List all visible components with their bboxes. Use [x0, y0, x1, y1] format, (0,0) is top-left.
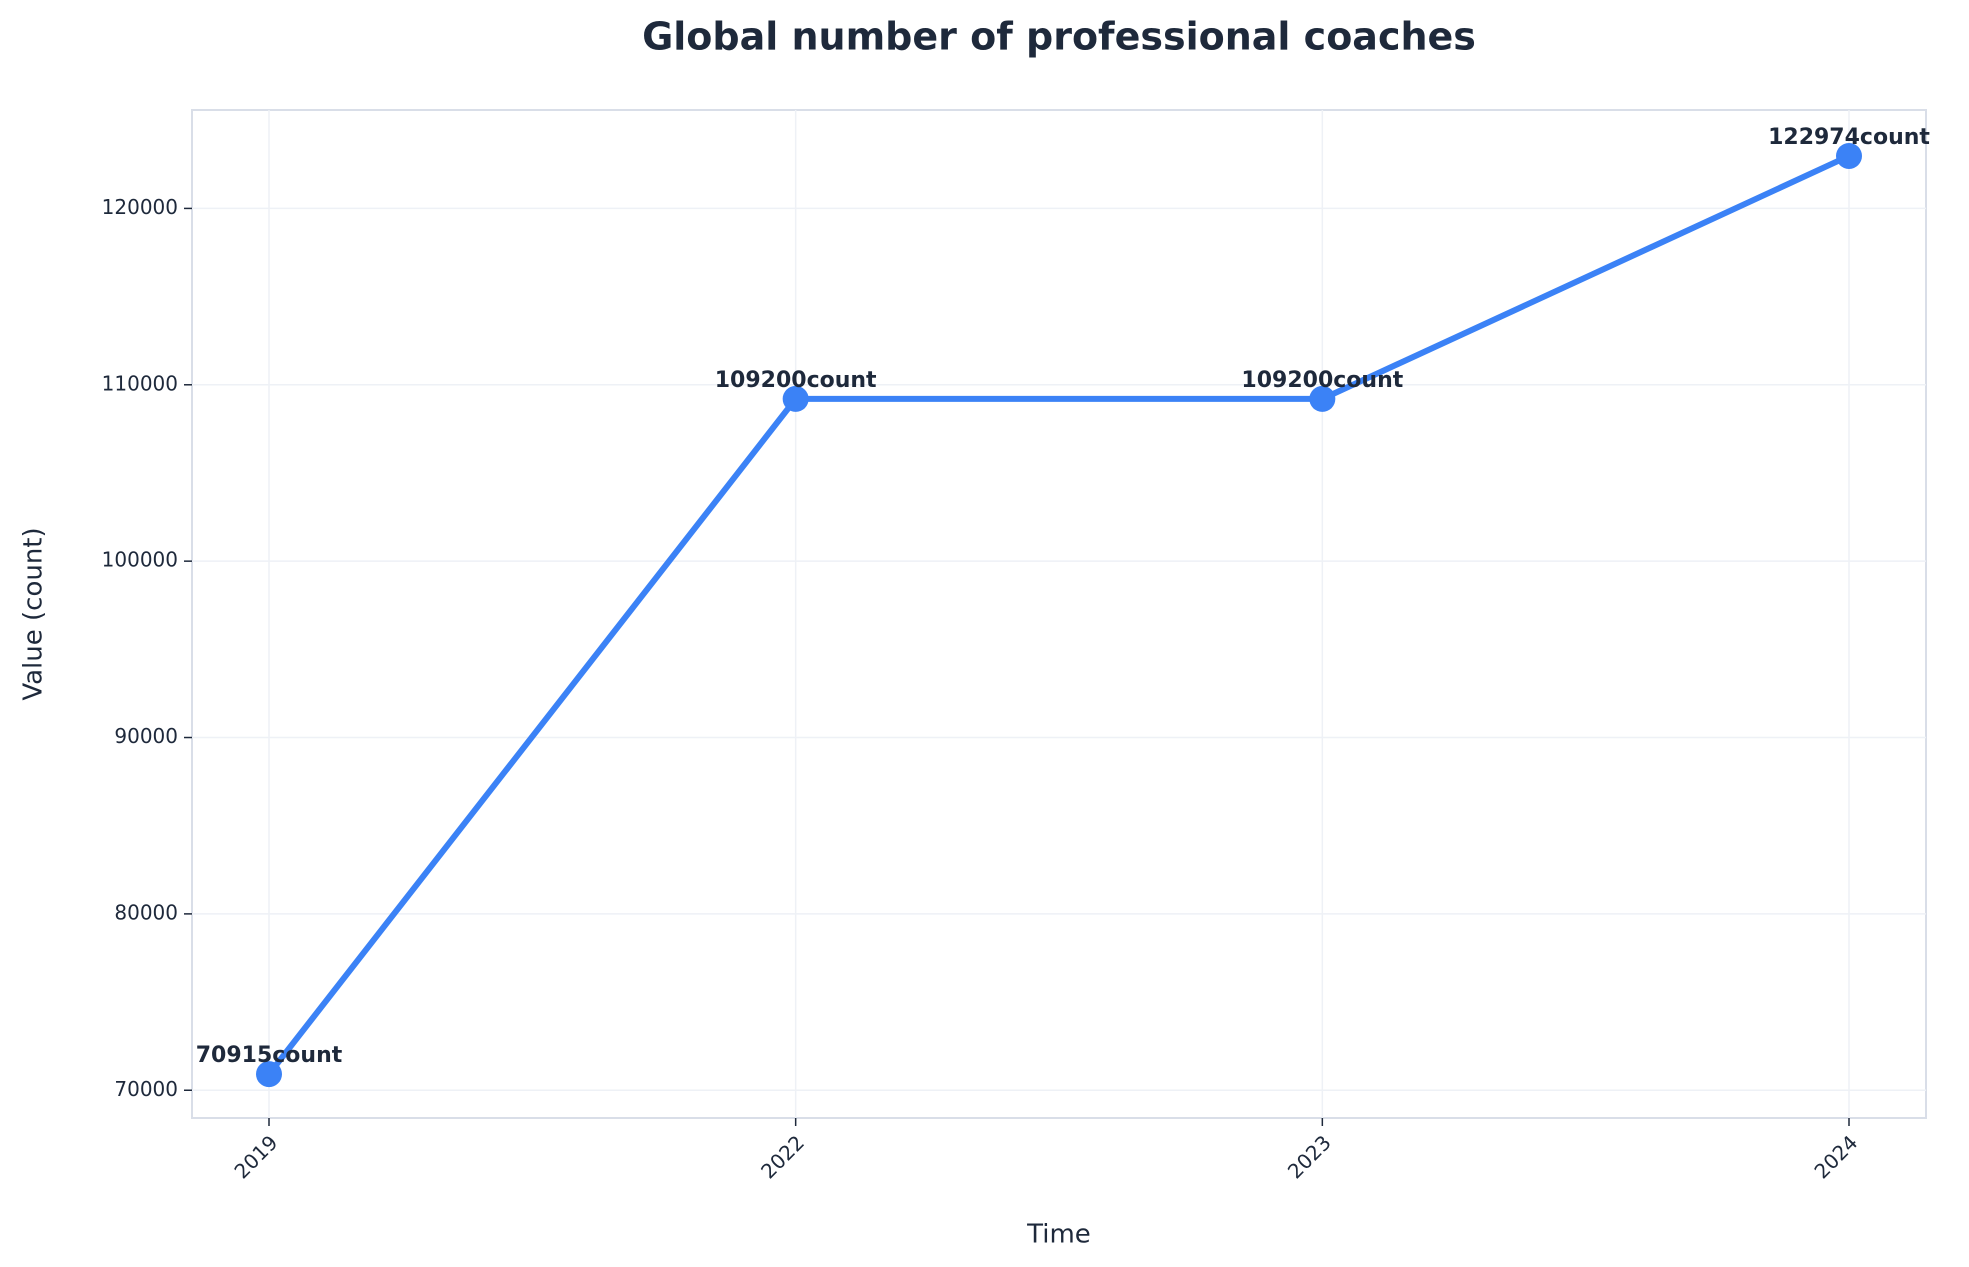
y-tick-label: 80000 — [114, 900, 178, 924]
y-tick-label: 110000 — [102, 371, 178, 395]
y-tick-label: 100000 — [102, 548, 178, 572]
data-line — [266, 153, 1851, 1076]
x-tick-label: 2022 — [756, 1130, 809, 1183]
data-point — [782, 385, 809, 412]
y-tick-label: 90000 — [114, 724, 178, 748]
data-label: 109200count — [715, 368, 877, 393]
data-point — [256, 1061, 282, 1088]
data-label: 70915count — [196, 1043, 343, 1068]
chart-title: Global number of professional coaches — [642, 15, 1476, 59]
x-tick-label: 2023 — [1283, 1130, 1336, 1183]
y-axis-label: Value (count) — [19, 527, 49, 700]
y-tick-label: 120000 — [102, 195, 178, 219]
y-tick-label: 70000 — [114, 1077, 178, 1101]
x-tick-label: 2019 — [229, 1130, 282, 1183]
data-label: 122974count — [1768, 125, 1930, 150]
plot-area — [191, 109, 1927, 1119]
data-label: 109200count — [1241, 368, 1403, 393]
data-point — [1836, 142, 1862, 169]
x-axis-label: Time — [1026, 1220, 1091, 1250]
x-tick-label: 2024 — [1809, 1130, 1862, 1183]
data-point — [1309, 385, 1336, 412]
